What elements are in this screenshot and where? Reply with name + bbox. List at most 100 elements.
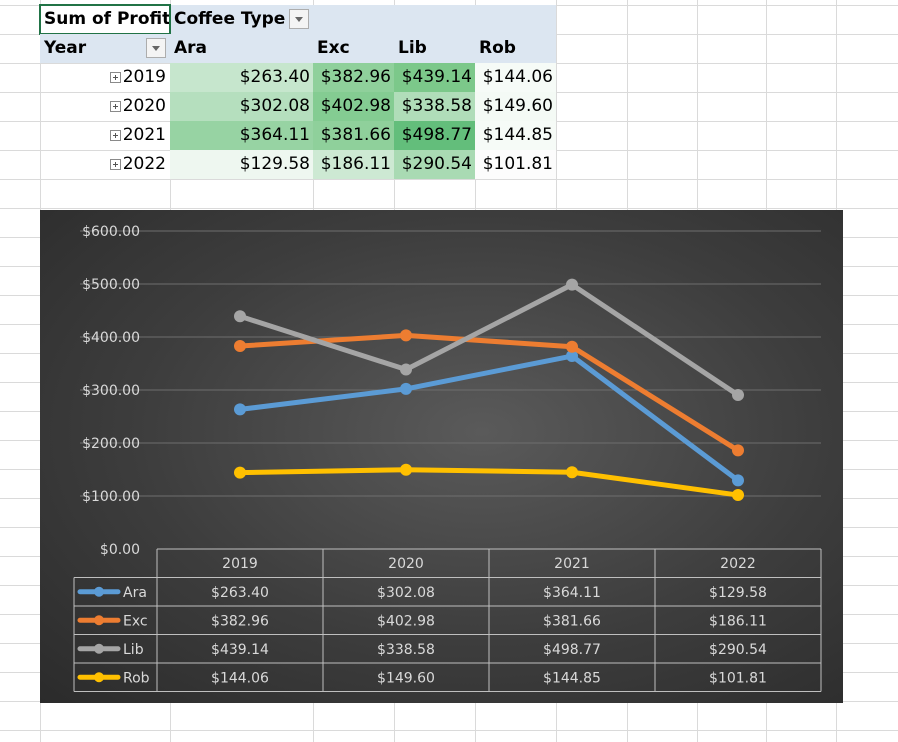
- pivot-column-field[interactable]: Coffee Type: [170, 5, 556, 34]
- table-value-label: $144.85: [543, 670, 601, 686]
- table-row: 2021 $364.11 $381.66 $498.77 $144.85: [40, 121, 556, 150]
- table-value-label: $382.96: [211, 613, 269, 629]
- y-tick-label: $200.00: [82, 436, 140, 452]
- y-tick-label: $0.00: [100, 542, 140, 558]
- value-cell[interactable]: $402.98: [313, 92, 394, 121]
- series-line-rob: [237, 467, 741, 498]
- data-point-exc: [234, 340, 246, 353]
- pivot-value-label[interactable]: Sum of Profit: [40, 5, 170, 34]
- value-cell[interactable]: $439.14: [394, 63, 475, 92]
- data-point-lib: [400, 363, 412, 376]
- value-cell[interactable]: $302.08: [170, 92, 313, 121]
- table-row: 2019 $263.40 $382.96 $439.14 $144.06: [40, 63, 556, 92]
- table-category-label: 2020: [388, 556, 424, 572]
- value-cell[interactable]: $144.06: [475, 63, 556, 92]
- value-cell[interactable]: $364.11: [170, 121, 313, 150]
- legend-series-name: Exc: [123, 613, 148, 629]
- data-point-lib: [566, 278, 578, 291]
- value-cell[interactable]: $129.58: [170, 150, 313, 179]
- data-point-lib: [732, 389, 744, 402]
- table-value-label: $338.58: [377, 642, 435, 658]
- year-label: 2021: [122, 125, 166, 145]
- table-value-label: $439.14: [211, 642, 269, 658]
- data-point-lib: [234, 310, 246, 323]
- value-cell[interactable]: $101.81: [475, 150, 556, 179]
- value-cell[interactable]: $186.11: [313, 150, 394, 179]
- value-cell[interactable]: $149.60: [475, 92, 556, 121]
- column-filter-dropdown-icon[interactable]: [289, 9, 309, 29]
- y-tick-label: $300.00: [82, 383, 140, 399]
- chart-canvas: $0.00 $100.00 $200.00 $300.00 $400.00 $500.00…: [73, 224, 822, 692]
- data-point-rob: [234, 466, 246, 479]
- row-filter-dropdown-icon[interactable]: [146, 38, 166, 58]
- legend-key-marker: [94, 643, 104, 654]
- table-value-label: $302.08: [377, 585, 435, 601]
- legend-key-marker: [94, 586, 104, 597]
- value-cell[interactable]: $381.66: [313, 121, 394, 150]
- pivot-column-header-row: Year Ara Exc Lib Rob: [40, 34, 556, 63]
- series-line-exc: [237, 332, 741, 453]
- legend-key-marker: [94, 615, 104, 626]
- column-field-label: Coffee Type: [174, 9, 286, 29]
- table-value-label: $144.06: [211, 670, 269, 686]
- expand-icon[interactable]: [109, 158, 121, 170]
- expand-icon[interactable]: [109, 71, 121, 83]
- data-point-rob: [400, 463, 412, 476]
- table-row: 2020 $302.08 $402.98 $338.58 $149.60: [40, 92, 556, 121]
- data-point-ara: [400, 382, 412, 395]
- year-cell[interactable]: 2021: [40, 121, 170, 150]
- data-point-ara: [732, 474, 744, 487]
- data-point-exc: [732, 444, 744, 457]
- value-cell[interactable]: $263.40: [170, 63, 313, 92]
- table-category-label: 2019: [222, 556, 258, 572]
- y-tick-label: $100.00: [82, 489, 140, 505]
- data-point-ara: [234, 403, 246, 416]
- table-value-label: $498.77: [543, 642, 601, 658]
- table-value-label: $402.98: [377, 613, 435, 629]
- expand-icon[interactable]: [109, 129, 121, 141]
- series-line-lib: [237, 282, 741, 398]
- value-cell[interactable]: $338.58: [394, 92, 475, 121]
- year-cell[interactable]: 2019: [40, 63, 170, 92]
- legend-key-marker: [94, 672, 104, 683]
- table-value-label: $101.81: [709, 670, 767, 686]
- table-value-label: $149.60: [377, 670, 435, 686]
- data-point-rob: [566, 466, 578, 479]
- year-cell[interactable]: 2020: [40, 92, 170, 121]
- data-point-ara: [566, 350, 578, 363]
- value-cell[interactable]: $382.96: [313, 63, 394, 92]
- year-label: 2020: [122, 96, 166, 116]
- column-header-rob[interactable]: Rob: [475, 34, 556, 63]
- column-header-exc[interactable]: Exc: [313, 34, 394, 63]
- series-line-ara: [237, 353, 741, 483]
- table-row: 2022 $129.58 $186.11 $290.54 $101.81: [40, 150, 556, 179]
- year-label: 2022: [122, 154, 166, 174]
- table-value-label: $129.58: [709, 585, 767, 601]
- y-tick-label: $600.00: [82, 224, 140, 240]
- year-cell[interactable]: 2022: [40, 150, 170, 179]
- table-category-label: 2022: [720, 556, 756, 572]
- legend-series-name: Ara: [123, 585, 147, 601]
- data-point-exc: [566, 340, 578, 353]
- data-point-rob: [732, 489, 744, 502]
- expand-icon[interactable]: [109, 100, 121, 112]
- data-point-exc: [400, 329, 412, 342]
- table-category-label: 2021: [554, 556, 590, 572]
- table-value-label: $364.11: [543, 585, 601, 601]
- y-tick-label: $500.00: [82, 277, 140, 293]
- y-tick-label: $400.00: [82, 330, 140, 346]
- value-cell[interactable]: $498.77: [394, 121, 475, 150]
- column-header-lib[interactable]: Lib: [394, 34, 475, 63]
- table-value-label: $290.54: [709, 642, 767, 658]
- value-cell[interactable]: $144.85: [475, 121, 556, 150]
- table-value-label: $263.40: [211, 585, 269, 601]
- value-cell[interactable]: $290.54: [394, 150, 475, 179]
- profit-line-chart[interactable]: $0.00 $100.00 $200.00 $300.00 $400.00 $500.00…: [40, 210, 843, 703]
- legend-series-name: Rob: [123, 670, 150, 686]
- column-header-ara[interactable]: Ara: [170, 34, 313, 63]
- pivot-header-row: Sum of Profit Coffee Type: [40, 5, 556, 34]
- table-value-label: $186.11: [709, 613, 767, 629]
- row-field-label: Year: [44, 38, 87, 58]
- table-value-label: $381.66: [543, 613, 601, 629]
- legend-series-name: Lib: [123, 642, 144, 658]
